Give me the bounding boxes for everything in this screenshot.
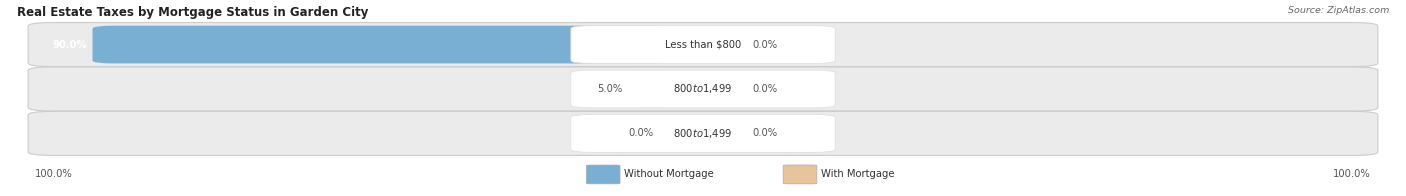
FancyBboxPatch shape: [28, 67, 1378, 111]
Text: Real Estate Taxes by Mortgage Status in Garden City: Real Estate Taxes by Mortgage Status in …: [17, 6, 368, 19]
FancyBboxPatch shape: [571, 26, 835, 64]
Text: With Mortgage: With Mortgage: [821, 169, 894, 180]
Text: Without Mortgage: Without Mortgage: [624, 169, 714, 180]
FancyBboxPatch shape: [571, 70, 835, 108]
Text: 0.0%: 0.0%: [752, 40, 778, 50]
Text: Less than $800: Less than $800: [665, 40, 741, 50]
Text: $800 to $1,499: $800 to $1,499: [673, 83, 733, 95]
Text: $800 to $1,499: $800 to $1,499: [673, 127, 733, 140]
FancyBboxPatch shape: [628, 70, 671, 108]
Text: 90.0%: 90.0%: [52, 40, 87, 50]
Text: 100.0%: 100.0%: [1333, 169, 1371, 180]
Text: 100.0%: 100.0%: [35, 169, 73, 180]
Text: 0.0%: 0.0%: [628, 128, 654, 138]
Text: 0.0%: 0.0%: [752, 128, 778, 138]
FancyBboxPatch shape: [586, 165, 620, 184]
Text: 5.0%: 5.0%: [598, 84, 623, 94]
FancyBboxPatch shape: [28, 23, 1378, 67]
FancyBboxPatch shape: [571, 114, 835, 152]
Text: Source: ZipAtlas.com: Source: ZipAtlas.com: [1288, 6, 1389, 15]
Text: 0.0%: 0.0%: [752, 84, 778, 94]
FancyBboxPatch shape: [93, 26, 671, 64]
FancyBboxPatch shape: [28, 111, 1378, 155]
FancyBboxPatch shape: [783, 165, 817, 184]
